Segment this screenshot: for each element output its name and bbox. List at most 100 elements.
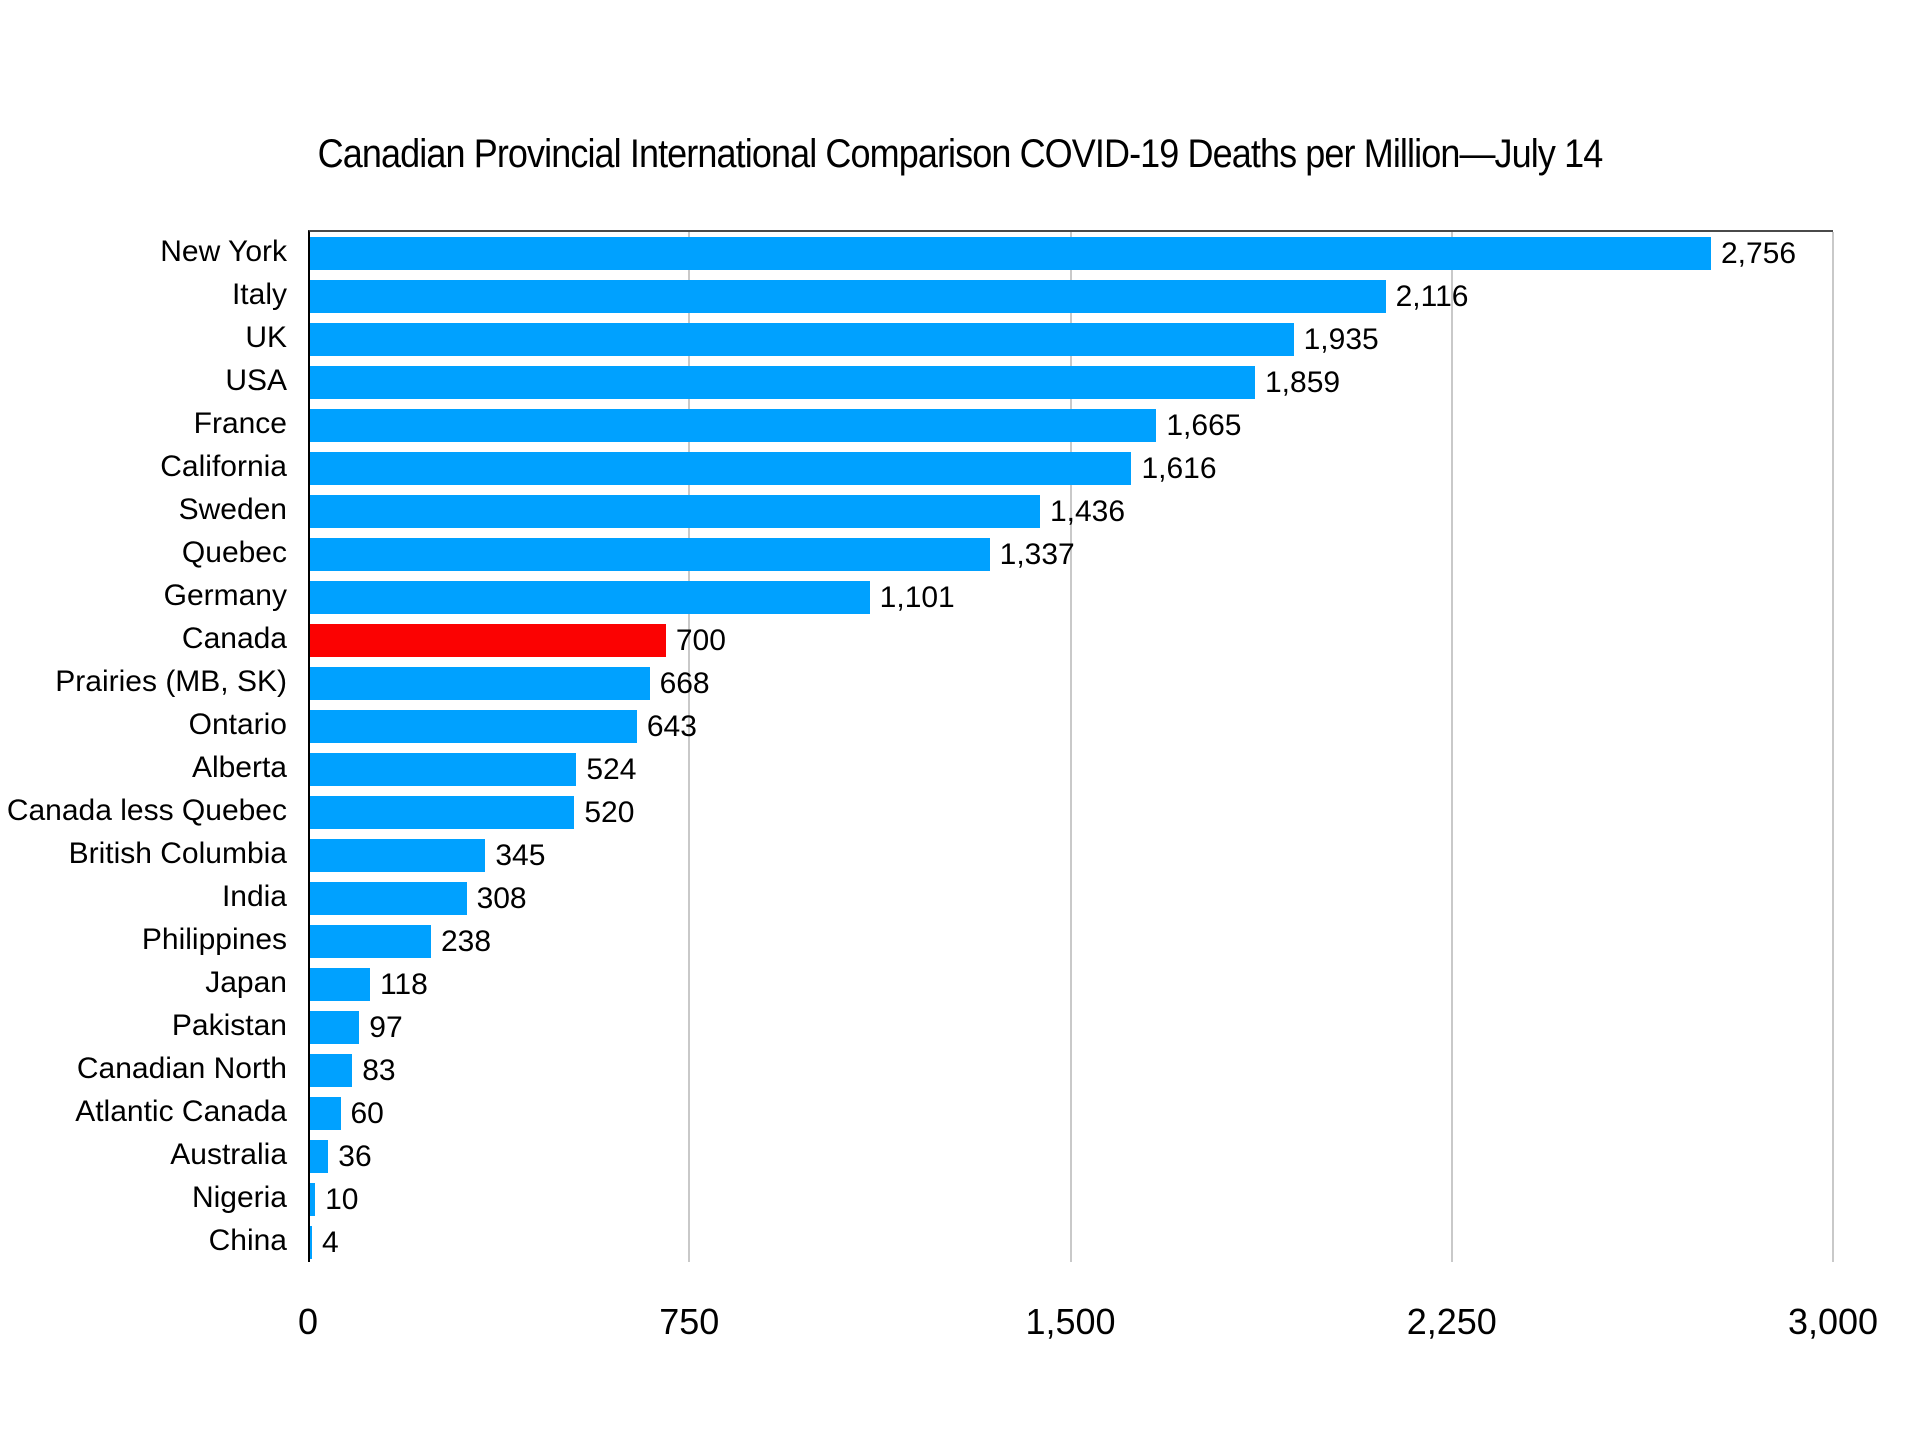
category-label: Atlantic Canada: [75, 1095, 287, 1128]
bar-row: 668: [310, 662, 1833, 705]
category-label: Italy: [231, 278, 287, 311]
bar: [310, 581, 870, 614]
bar-row: 520: [310, 791, 1833, 834]
bar: [310, 882, 467, 915]
bar: [310, 1183, 316, 1216]
bar: [310, 495, 1040, 528]
category-label: British Columbia: [68, 837, 287, 870]
bar: [310, 753, 577, 786]
bar-value-label: 643: [646, 710, 697, 743]
bar: [310, 1011, 360, 1044]
category-label: Canada: [181, 622, 287, 655]
bar-row: 308: [310, 877, 1833, 920]
bar: [310, 538, 990, 571]
category-label: France: [193, 407, 287, 440]
bar-row: 345: [310, 834, 1833, 877]
bar-row: 1,101: [310, 576, 1833, 619]
bar: [310, 366, 1255, 399]
bar-value-label: 1,616: [1141, 452, 1217, 485]
category-label: USA: [225, 364, 287, 397]
bar: [310, 710, 637, 743]
bar: [310, 409, 1157, 442]
category-label: Philippines: [141, 923, 287, 956]
category-label: Canada less Quebec: [6, 794, 287, 827]
bar-row: 2,116: [310, 275, 1833, 318]
x-tick-label: 750: [659, 1301, 720, 1342]
bar-row: 4: [310, 1221, 1833, 1264]
bar-row: 524: [310, 748, 1833, 791]
category-label: New York: [160, 235, 287, 268]
gridline: [1450, 232, 1453, 1262]
bar: [310, 968, 370, 1001]
bar-value-label: 1,101: [879, 581, 955, 614]
bar-value-label: 4: [322, 1226, 339, 1259]
bar-value-label: 345: [495, 839, 546, 872]
bar-row: 1,859: [310, 361, 1833, 404]
bar-row: 643: [310, 705, 1833, 748]
bar-value-label: 36: [338, 1140, 372, 1173]
bar: [310, 1097, 341, 1130]
x-tick-label: 0: [297, 1301, 319, 1342]
gridline: [688, 232, 691, 1262]
bar-value-label: 83: [362, 1054, 396, 1087]
bar-row: 36: [310, 1135, 1833, 1178]
x-tick-label: 3,000: [1787, 1301, 1879, 1342]
bar-row: 1,436: [310, 490, 1833, 533]
bar-row: 60: [310, 1092, 1833, 1135]
bar-row: 118: [310, 963, 1833, 1006]
chart-title: Canadian Provincial International Compar…: [317, 132, 1604, 176]
bar-row: 1,935: [310, 318, 1833, 361]
bar: [310, 925, 431, 958]
bar: [310, 667, 650, 700]
bar: [310, 796, 575, 829]
bar-value-label: 238: [440, 925, 492, 958]
bar-value-label: 1,436: [1049, 495, 1126, 528]
category-label: Canadian North: [76, 1052, 287, 1085]
bar-value-label: 2,116: [1395, 280, 1469, 313]
category-label: China: [208, 1224, 287, 1257]
bar-value-label: 1,337: [999, 538, 1075, 571]
bar-value-label: 668: [659, 667, 710, 700]
y-axis-category-labels: New York Italy UK USA France California Sweden…: [0, 230, 287, 1262]
category-label: California: [160, 450, 287, 483]
x-tick-label: 1,500: [1025, 1301, 1116, 1342]
gridline: [1832, 232, 1834, 1262]
bar-value-label: 700: [675, 624, 726, 657]
category-label: Alberta: [191, 751, 287, 784]
bar: [310, 323, 1294, 356]
bar: [310, 624, 666, 657]
bar: [310, 839, 486, 872]
bar-value-label: 1,935: [1303, 323, 1379, 356]
bar-row: 1,616: [310, 447, 1833, 490]
bar-value-label: 10: [325, 1183, 359, 1216]
bar-row: 1,337: [310, 533, 1833, 576]
bar-value-label: 118: [379, 968, 428, 1001]
bar: [310, 237, 1711, 270]
bar-value-label: 60: [350, 1097, 384, 1130]
category-label: Pakistan: [171, 1009, 287, 1042]
category-label: UK: [245, 321, 287, 354]
category-label: Germany: [163, 579, 287, 612]
category-label: Sweden: [178, 493, 287, 526]
bar-value-label: 1,859: [1264, 366, 1341, 399]
x-tick-label: 2,250: [1406, 1301, 1497, 1342]
bar-value-label: 524: [586, 753, 637, 786]
bar-value-label: 308: [476, 882, 527, 915]
bar: [310, 1140, 329, 1173]
bar-row: 97: [310, 1006, 1833, 1049]
bar-value-label: 2,756: [1720, 237, 1797, 270]
bar: [310, 1054, 353, 1087]
category-label: India: [221, 880, 287, 913]
category-label: Australia: [170, 1138, 287, 1171]
bar-row: 2,756: [310, 232, 1833, 275]
bar-value-label: 1,665: [1166, 409, 1242, 442]
bar-row: 1,665: [310, 404, 1833, 447]
plot-area: 2,756 2,116 1,935 1,859 1,665 1,616 1,436 1,337…: [308, 230, 1834, 1264]
bar-value-label: 520: [584, 796, 635, 829]
x-axis-tick-labels: 0 750 1,500 2,250 3,000: [298, 1301, 1878, 1346]
bar-value-label: 97: [369, 1011, 403, 1044]
category-label: Ontario: [188, 708, 287, 741]
bar: [310, 1226, 313, 1259]
bar: [310, 280, 1386, 313]
